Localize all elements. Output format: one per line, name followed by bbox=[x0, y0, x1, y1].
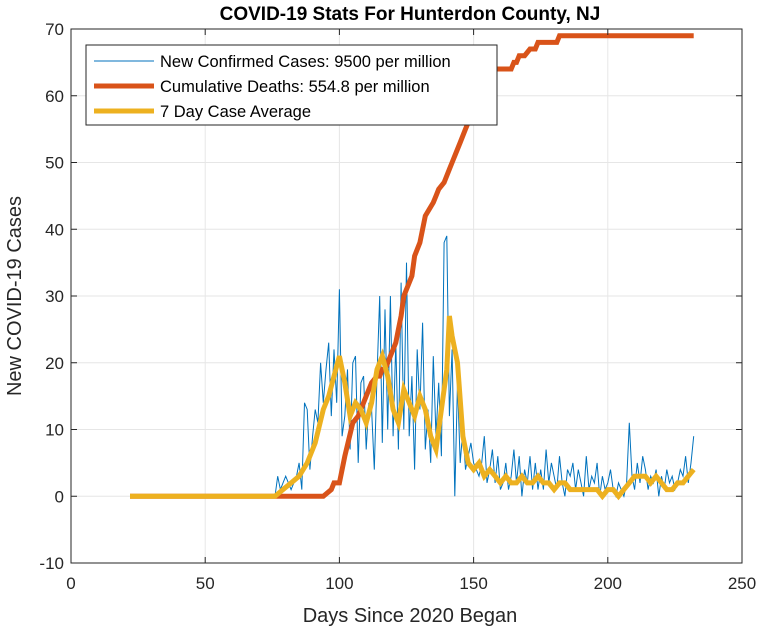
y-tick-label: 10 bbox=[45, 421, 64, 440]
y-tick-label: 20 bbox=[45, 354, 64, 373]
y-tick-label: 0 bbox=[55, 487, 64, 506]
x-tick-label: 200 bbox=[594, 574, 622, 593]
chart-title: COVID-19 Stats For Hunterdon County, NJ bbox=[220, 4, 601, 25]
legend-label-cumulative-deaths: Cumulative Deaths: 554.8 per million bbox=[160, 78, 430, 96]
x-axis-label: Days Since 2020 Began bbox=[303, 605, 518, 627]
x-tick-label: 150 bbox=[459, 574, 487, 593]
legend: New Confirmed Cases: 9500 per million Cu… bbox=[85, 44, 498, 126]
series-cumulative-deaths bbox=[130, 33, 694, 499]
x-tick-label: 250 bbox=[728, 574, 756, 593]
y-tick-label: 40 bbox=[45, 220, 64, 239]
series-new-confirmed-cases bbox=[130, 235, 695, 499]
x-tick-label: 0 bbox=[66, 574, 75, 593]
y-tick-label: 30 bbox=[45, 287, 64, 306]
y-axis-label: New COVID-19 Cases bbox=[4, 196, 26, 396]
x-tick-label: 50 bbox=[196, 574, 215, 593]
legend-label-seven-day-average: 7 Day Case Average bbox=[160, 103, 311, 121]
series-seven-day-average bbox=[130, 315, 696, 501]
series-lines bbox=[130, 33, 696, 501]
x-tick-label: 100 bbox=[325, 574, 353, 593]
y-tick-label: -10 bbox=[39, 554, 64, 573]
y-tick-label: 60 bbox=[45, 87, 64, 106]
y-tick-label: 50 bbox=[45, 154, 64, 173]
legend-box bbox=[85, 44, 498, 126]
y-tick-label: 70 bbox=[45, 20, 64, 39]
legend-label-new-cases: New Confirmed Cases: 9500 per million bbox=[160, 53, 451, 71]
